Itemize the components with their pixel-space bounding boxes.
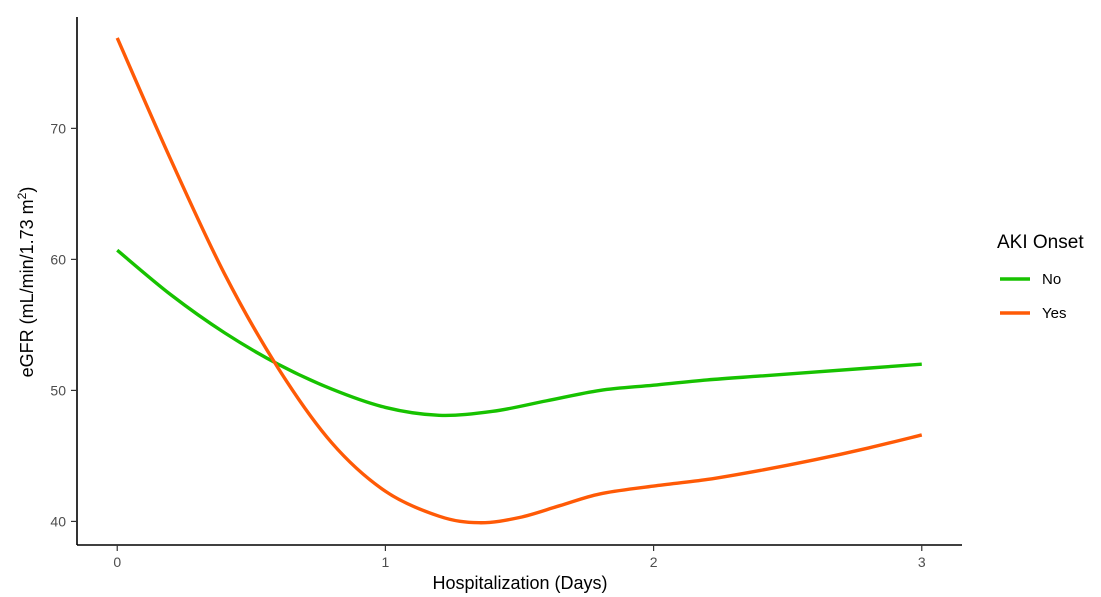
x-tick-label: 3 bbox=[918, 554, 926, 570]
series-line-no bbox=[116, 248, 922, 418]
series-line-yes bbox=[115, 37, 923, 525]
x-tick-label: 2 bbox=[650, 554, 658, 570]
y-tick-label: 50 bbox=[50, 382, 66, 398]
legend-title: AKI Onset bbox=[997, 232, 1084, 253]
y-tick-label: 70 bbox=[50, 120, 66, 136]
legend: AKI Onset No Yes bbox=[997, 232, 1084, 322]
y-axis-title-close: ) bbox=[17, 187, 37, 193]
y-tick-label: 40 bbox=[50, 513, 66, 529]
y-tick-label: 60 bbox=[50, 251, 66, 267]
y-axis-title-superscript: 2 bbox=[15, 192, 29, 199]
x-axis-title: Hospitalization (Days) bbox=[432, 573, 607, 593]
x-tick-label: 1 bbox=[382, 554, 390, 570]
y-axis-title-main: eGFR (mL/min/1.73 m bbox=[17, 199, 37, 377]
x-tick-label: 0 bbox=[113, 554, 121, 570]
y-axis-title: eGFR (mL/min/1.73 m2) bbox=[15, 187, 37, 378]
legend-label-yes: Yes bbox=[1042, 305, 1066, 322]
legend-label-no: No bbox=[1042, 271, 1061, 288]
